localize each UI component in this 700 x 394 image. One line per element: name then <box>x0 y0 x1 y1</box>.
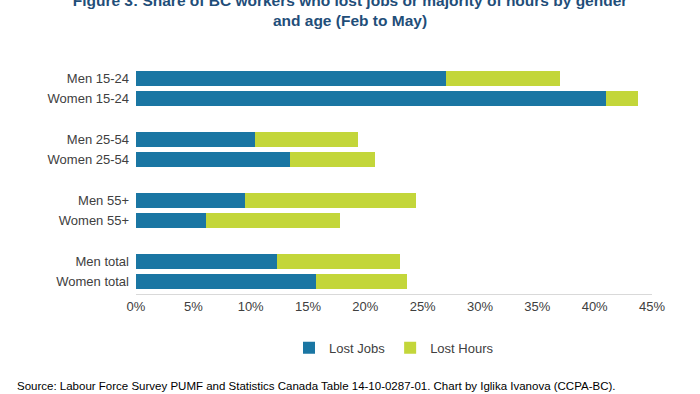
svg-text:Women 15-24: Women 15-24 <box>48 91 129 106</box>
svg-text:Lost Hours: Lost Hours <box>430 341 493 356</box>
svg-text:30%: 30% <box>467 299 493 314</box>
svg-text:45%: 45% <box>639 299 665 314</box>
svg-text:Men 25-54: Men 25-54 <box>67 132 129 147</box>
svg-text:15%: 15% <box>295 299 321 314</box>
svg-text:Source: Labour Force Survey PU: Source: Labour Force Survey PUMF and Sta… <box>17 380 616 392</box>
svg-text:Women 25-54: Women 25-54 <box>48 152 129 167</box>
svg-text:Men 15-24: Men 15-24 <box>67 71 129 86</box>
svg-text:20%: 20% <box>352 299 378 314</box>
svg-text:5%: 5% <box>184 299 203 314</box>
svg-text:35%: 35% <box>524 299 550 314</box>
svg-text:Women total: Women total <box>56 274 129 289</box>
svg-text:40%: 40% <box>582 299 608 314</box>
svg-text:Men total: Men total <box>76 254 130 269</box>
svg-text:0%: 0% <box>127 299 146 314</box>
svg-text:Figure 3: Share of BC workers: Figure 3: Share of BC workers who lost j… <box>73 0 628 29</box>
svg-text:25%: 25% <box>410 299 436 314</box>
svg-text:Lost Jobs: Lost Jobs <box>329 341 385 356</box>
svg-text:Women 55+: Women 55+ <box>59 213 129 228</box>
svg-text:10%: 10% <box>238 299 264 314</box>
svg-text:Men 55+: Men 55+ <box>78 193 129 208</box>
